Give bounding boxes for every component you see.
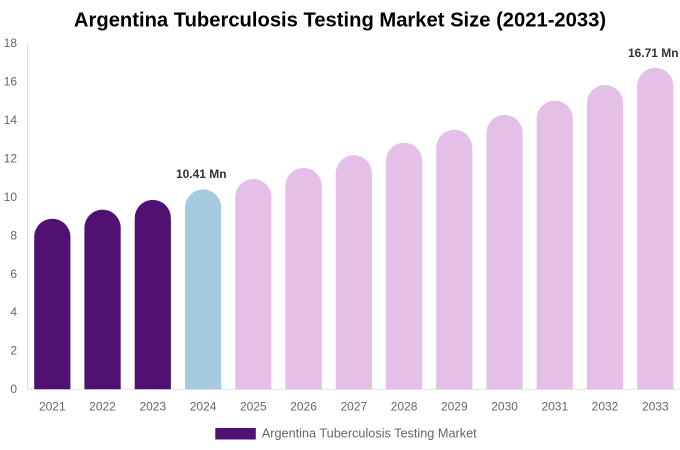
svg-text:6: 6 bbox=[10, 267, 17, 281]
svg-text:10.41 Mn: 10.41 Mn bbox=[176, 167, 227, 181]
svg-text:2022: 2022 bbox=[89, 399, 116, 413]
svg-text:Argentina Tuberculosis Testing: Argentina Tuberculosis Testing Market Si… bbox=[74, 10, 606, 32]
svg-text:2030: 2030 bbox=[491, 399, 518, 413]
svg-text:18: 18 bbox=[4, 36, 18, 50]
svg-text:2032: 2032 bbox=[592, 399, 619, 413]
svg-text:2033: 2033 bbox=[642, 399, 669, 413]
svg-text:4: 4 bbox=[10, 305, 17, 319]
svg-text:8: 8 bbox=[10, 228, 17, 242]
svg-text:0: 0 bbox=[10, 382, 17, 396]
svg-text:Argentina Tuberculosis Testing: Argentina Tuberculosis Testing Market bbox=[262, 427, 477, 441]
svg-text:2021: 2021 bbox=[39, 399, 66, 413]
svg-text:12: 12 bbox=[4, 152, 18, 166]
svg-text:2027: 2027 bbox=[340, 399, 367, 413]
svg-text:2026: 2026 bbox=[290, 399, 317, 413]
svg-text:2029: 2029 bbox=[441, 399, 468, 413]
svg-text:14: 14 bbox=[4, 113, 18, 127]
svg-text:16: 16 bbox=[4, 75, 18, 89]
svg-text:2025: 2025 bbox=[240, 399, 267, 413]
svg-text:2031: 2031 bbox=[541, 399, 568, 413]
svg-text:16.71 Mn: 16.71 Mn bbox=[628, 46, 679, 60]
svg-text:2024: 2024 bbox=[190, 399, 217, 413]
svg-text:10: 10 bbox=[4, 190, 18, 204]
svg-text:2023: 2023 bbox=[139, 399, 166, 413]
svg-text:2028: 2028 bbox=[391, 399, 418, 413]
svg-text:2: 2 bbox=[10, 344, 17, 358]
